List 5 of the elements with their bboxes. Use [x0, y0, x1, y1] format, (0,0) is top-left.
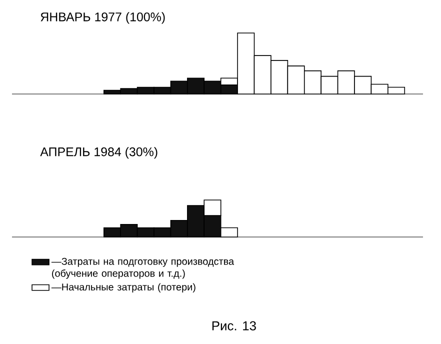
text: Рис. 13	[212, 321, 256, 330]
chart-title: ЯНВАРЬ 1977 (100%)	[40, 12, 165, 24]
legend-label: —Начальные затраты (потери)	[51, 283, 196, 292]
legend-label: —Затраты на подготовку производства (обучение операторов и т.д.)	[51, 258, 234, 279]
chart-title: АПРЕЛЬ 1984 (30%)	[40, 147, 158, 159]
